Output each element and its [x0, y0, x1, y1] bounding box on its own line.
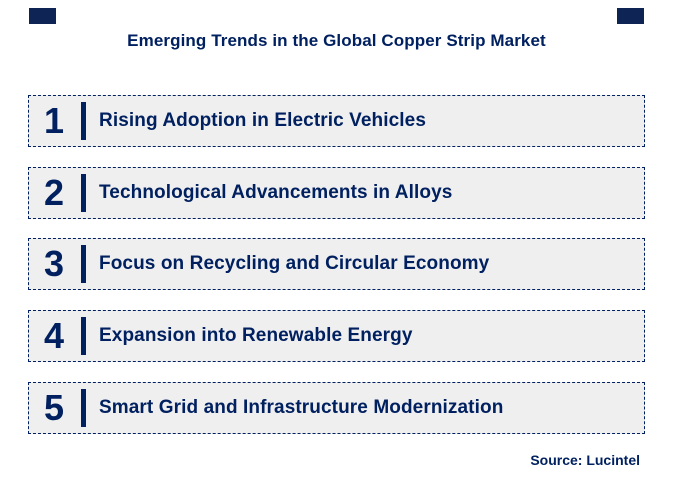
- trend-number: 2: [43, 171, 65, 213]
- trend-label: Focus on Recycling and Circular Economy: [99, 253, 490, 275]
- trend-label: Expansion into Renewable Energy: [99, 325, 413, 347]
- trend-number: 4: [43, 315, 65, 357]
- source-attribution: Source: Lucintel: [530, 452, 640, 468]
- trend-number: 5: [43, 386, 65, 428]
- trend-row: 3 Focus on Recycling and Circular Econom…: [28, 238, 645, 291]
- trend-row: 5 Smart Grid and Infrastructure Moderniz…: [28, 381, 645, 434]
- trend-label: Rising Adoption in Electric Vehicles: [99, 110, 427, 131]
- trend-row: 1 Rising Adoption in Electric Vehicles: [28, 95, 645, 147]
- corner-accent-square-right: [617, 8, 644, 24]
- trend-number: 3: [43, 243, 65, 285]
- trend-number: 1: [43, 100, 65, 141]
- trend-divider-bar: [81, 102, 86, 140]
- trend-list: 1 Rising Adoption in Electric Vehicles 2…: [28, 95, 645, 434]
- trend-divider-bar: [81, 317, 86, 356]
- trend-row: 4 Expansion into Renewable Energy: [28, 310, 645, 363]
- trend-label: Smart Grid and Infrastructure Modernizat…: [99, 396, 504, 418]
- trend-divider-bar: [81, 173, 86, 212]
- trend-divider-bar: [81, 388, 86, 427]
- corner-accent-square-left: [29, 8, 56, 24]
- trend-divider-bar: [81, 245, 86, 284]
- trend-label: Technological Advancements in Alloys: [99, 181, 453, 203]
- trend-row: 2 Technological Advancements in Alloys: [28, 166, 645, 219]
- page-title: Emerging Trends in the Global Copper Str…: [127, 31, 546, 50]
